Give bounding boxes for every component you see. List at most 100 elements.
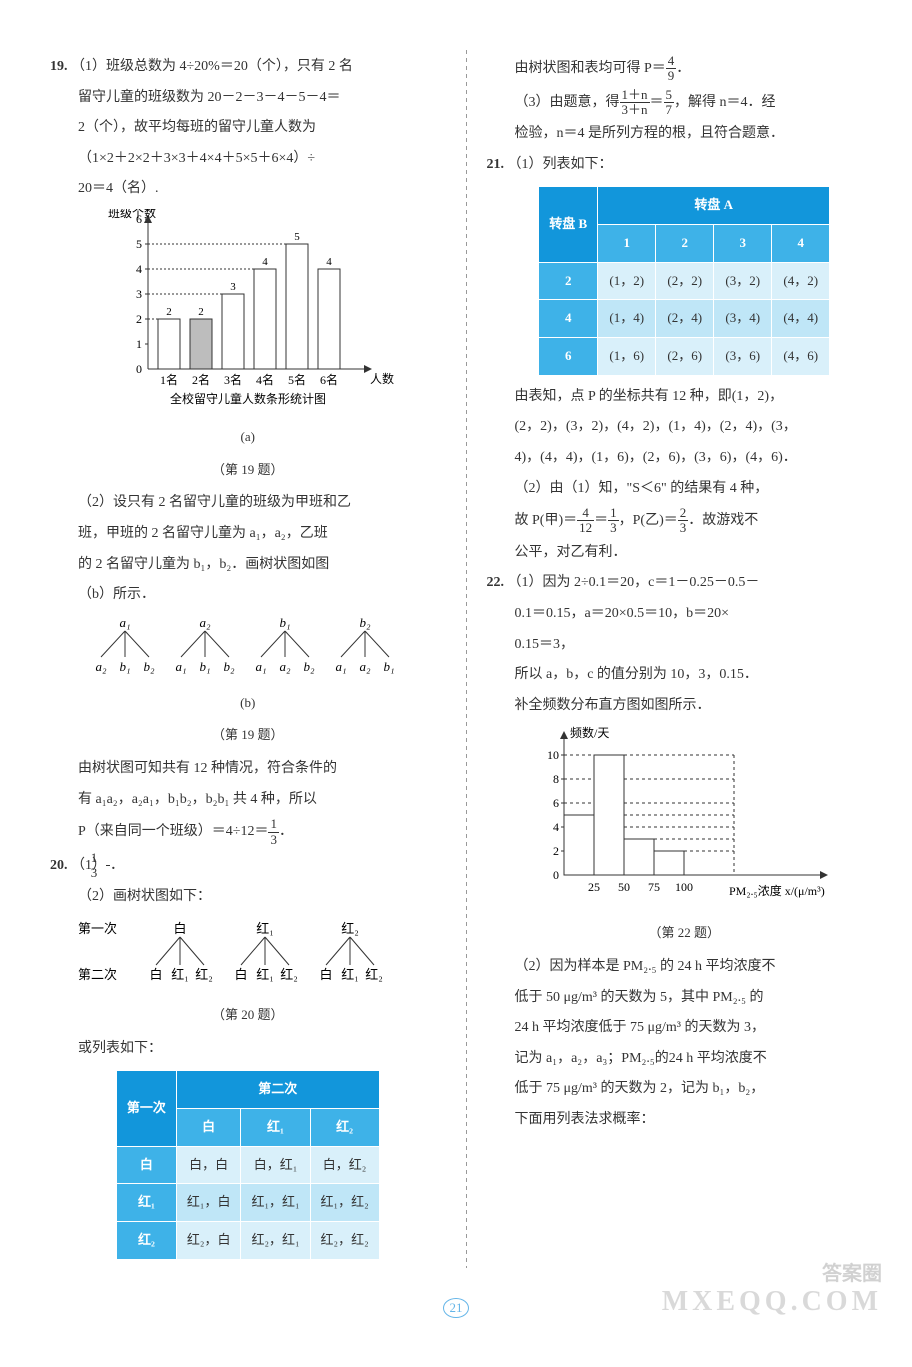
q20-number: 20. xyxy=(50,858,68,873)
svg-text:红₁: 红₁ xyxy=(171,967,189,982)
svg-text:红₂: 红₂ xyxy=(195,967,213,982)
q19-t5: 20＝4（名）. xyxy=(50,176,446,203)
svg-text:50: 50 xyxy=(618,880,630,894)
svg-text:2名: 2名 xyxy=(192,372,210,387)
q22-p2c: 24 h 平均浓度低于 75 μg/m³ 的天数为 3， xyxy=(487,1015,883,1042)
chart-title: 全校留守儿童人数条形统计图 xyxy=(170,391,326,406)
q19-t3: 2（个），故平均每班的留守儿童人数为 xyxy=(50,115,446,142)
x-axis-label: 人数 xyxy=(370,371,394,386)
svg-text:2: 2 xyxy=(198,306,204,318)
svg-text:a₂: a₂ xyxy=(279,659,291,674)
q19-p2d: （b）所示． xyxy=(50,582,446,609)
q20-r3: 检验，n＝4 是所列方程的根，且符合题意． xyxy=(487,121,883,148)
q22-histogram: 频数/天 PM₂.₅浓度 x/(μ/m³) 0 2 4 6 8 10 xyxy=(514,725,854,915)
q22-p2a: （2）因为样本是 PM₂.₅ 的 24 h 平均浓度不 xyxy=(487,954,883,981)
q20-tree-diagram: 第一次 第二次 白 白红₁红₂ 红₁ 白红₁红₂ 红₂ 白红₁红₂ xyxy=(78,917,418,997)
q19-t4: （1×2＋2×2＋3×3＋4×4＋5×5＋6×4）÷ xyxy=(50,146,446,173)
svg-text:4名: 4名 xyxy=(256,372,274,387)
svg-text:10: 10 xyxy=(547,748,559,762)
q19-cap2: （第 19 题） xyxy=(50,723,446,748)
q22-p1c: 0.15＝3， xyxy=(487,632,883,659)
q19-p2c: 的 2 名留守儿童为 b₁，b₂．画树状图如图 xyxy=(50,552,446,579)
q22-p1d: 所以 a，b，c 的值分别为 10，3，0.15． xyxy=(487,662,883,689)
right-column: 由树状图和表均可得 P＝49． （3）由题意，得1＋n3＋n＝57，解得 n＝4… xyxy=(487,50,883,1268)
svg-text:红₁: 红₁ xyxy=(256,921,274,936)
q19-t1: （1）班级总数为 4÷20%＝20（个），只有 2 名 xyxy=(71,59,353,74)
svg-text:0: 0 xyxy=(553,868,559,882)
q19-p3b: 有 a₁a₂，a₂a₁，b₁b₂，b₂b₁ 共 4 种，所以 xyxy=(50,787,446,814)
q20-r2: （3）由题意，得1＋n3＋n＝57，解得 n＝4．经 xyxy=(487,88,883,118)
q19-p2b: 班，甲班的 2 名留守儿童为 a₁，a₂，乙班 xyxy=(50,521,446,548)
svg-text:b₂: b₂ xyxy=(223,659,235,674)
q19-tree-diagram: a₁ a₂b₁b₂ a₂ a₁b₁b₂ b₁ a₁a₂b₂ b₂ xyxy=(78,615,418,685)
y-axis-label: 班级个数 xyxy=(108,209,156,220)
q19-cap-b: (b) xyxy=(50,691,446,716)
svg-text:b₁: b₁ xyxy=(119,659,130,674)
q19-p3a: 由树状图可知共有 12 种情况，符合条件的 xyxy=(50,756,446,783)
svg-text:白: 白 xyxy=(173,921,186,936)
q22-p1b: 0.1＝0.15，a＝20×0.5＝10，b＝20× xyxy=(487,601,883,628)
svg-text:6名: 6名 xyxy=(320,372,338,387)
svg-text:2: 2 xyxy=(553,844,559,858)
q20-cap: （第 20 题） xyxy=(50,1003,446,1028)
svg-text:8: 8 xyxy=(553,772,559,786)
svg-text:b₁: b₁ xyxy=(383,659,394,674)
svg-text:b₁: b₁ xyxy=(199,659,210,674)
svg-text:0: 0 xyxy=(136,362,142,376)
q20-corner: 第一次 xyxy=(116,1071,176,1146)
q20-colhdr: 第二次 xyxy=(176,1071,379,1109)
q19-number: 19. xyxy=(50,59,68,74)
svg-text:a₁: a₁ xyxy=(335,659,346,674)
q22-line1: 22. （1）因为 2÷0.1＝20，c＝1－0.25－0.5－ xyxy=(487,570,883,597)
column-divider xyxy=(466,50,467,1268)
svg-text:a₁: a₁ xyxy=(175,659,186,674)
y-axis-label: 频数/天 xyxy=(570,725,609,740)
q19-cap: （第 19 题） xyxy=(50,458,446,483)
watermark-url: MXEQQ.COM xyxy=(662,1275,882,1328)
q20-table: 第一次 第二次 白红₁红₂ 白白，白白，红₁白，红₂ 红₁红₁，白红₁，红₁红₁… xyxy=(116,1070,380,1259)
q21-p3c: 公平，对乙有利． xyxy=(487,540,883,567)
q19-line1: 19. （1）班级总数为 4÷20%＝20（个），只有 2 名 xyxy=(50,54,446,81)
page-number: 21 xyxy=(443,1298,469,1318)
q21-p3a: （2）由（1）知，"S＜6" 的结果有 4 种， xyxy=(487,476,883,503)
svg-text:第二次: 第二次 xyxy=(78,967,117,982)
q19-bar-chart: 班级个数 人数 0 1 2 3 4 5 6 2 2 3 4 xyxy=(98,209,398,419)
svg-text:100: 100 xyxy=(675,880,693,894)
q19-p2a: （2）设只有 2 名留守儿童的班级为甲班和乙 xyxy=(50,490,446,517)
svg-text:a₂: a₂ xyxy=(95,659,107,674)
q21-p2a: 由表知，点 P 的坐标共有 12 种，即(1，2)， xyxy=(487,384,883,411)
svg-text:5: 5 xyxy=(136,237,142,251)
q21-p3b: 故 P(甲)＝412＝13，P(乙)＝23．故游戏不 xyxy=(487,506,883,536)
svg-text:4: 4 xyxy=(553,820,559,834)
svg-text:红₁: 红₁ xyxy=(256,967,274,982)
svg-text:5名: 5名 xyxy=(288,372,306,387)
q21-colhdr: 转盘 A xyxy=(598,187,830,225)
svg-text:4: 4 xyxy=(326,256,332,268)
svg-text:2: 2 xyxy=(136,312,142,326)
q20-p3: 或列表如下： xyxy=(50,1036,446,1063)
svg-text:3: 3 xyxy=(136,287,142,301)
q22-p2e: 低于 75 μg/m³ 的天数为 2，记为 b₁，b₂， xyxy=(487,1076,883,1103)
q19-cap-a: (a) xyxy=(50,425,446,450)
q21-number: 21. xyxy=(487,157,505,172)
svg-text:红₂: 红₂ xyxy=(280,967,298,982)
svg-text:b₁: b₁ xyxy=(279,615,290,630)
q22-number: 22. xyxy=(487,575,505,590)
q21-p2b: (2，2)，(3，2)，(4，2)，(1，4)，(2，4)，(3， xyxy=(487,414,883,441)
svg-text:25: 25 xyxy=(588,880,600,894)
q21-line1: 21. （1）列表如下： xyxy=(487,152,883,179)
q19-t2: 留守儿童的班级数为 20－2－3－4－5－4＝ xyxy=(50,85,446,112)
svg-text:3: 3 xyxy=(230,281,236,293)
svg-text:红₁: 红₁ xyxy=(341,967,359,982)
q22-p2f: 下面用列表法求概率： xyxy=(487,1107,883,1134)
q20-line1: 20. （1）13． xyxy=(50,851,446,881)
q22-p2d: 记为 a₁，a₂，a₃；PM₂.₅的24 h 平均浓度不 xyxy=(487,1046,883,1073)
svg-text:白: 白 xyxy=(234,967,247,982)
svg-text:6: 6 xyxy=(136,212,142,226)
svg-text:1名: 1名 xyxy=(160,372,178,387)
svg-text:4: 4 xyxy=(262,256,268,268)
q21-table: 转盘 B 转盘 A 1234 2(1，2)(2，2)(3，2)(4，2) 4(1… xyxy=(538,186,830,375)
q22-cap: （第 22 题） xyxy=(487,921,883,946)
q21-corner: 转盘 B xyxy=(539,187,598,262)
svg-text:红₂: 红₂ xyxy=(341,921,359,936)
